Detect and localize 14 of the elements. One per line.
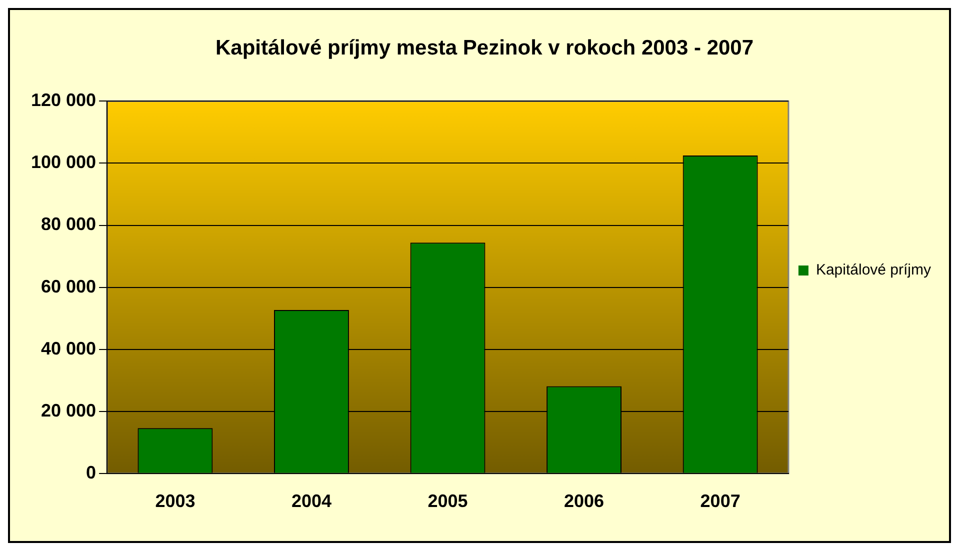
y-tick-label: 80 000	[41, 214, 96, 234]
y-tick-label: 0	[86, 462, 96, 482]
y-tick-label: 40 000	[41, 338, 96, 358]
y-tick-label: 120 000	[30, 90, 96, 110]
y-tick-label: 20 000	[41, 400, 96, 420]
x-tick-label: 2004	[291, 491, 332, 512]
legend-label: Kapitálové príjmy	[816, 262, 932, 279]
y-tick-label: 60 000	[41, 276, 96, 296]
x-tick-label: 2007	[700, 491, 740, 512]
x-tick-label: 2003	[155, 491, 196, 512]
y-tick-label: 100 000	[30, 152, 96, 172]
x-tick-label: 2006	[564, 491, 604, 512]
x-tick-label: 2005	[428, 491, 468, 512]
chart-title: Kapitálové príjmy mesta Pezinok v rokoch 2003 - 2007	[215, 36, 754, 60]
